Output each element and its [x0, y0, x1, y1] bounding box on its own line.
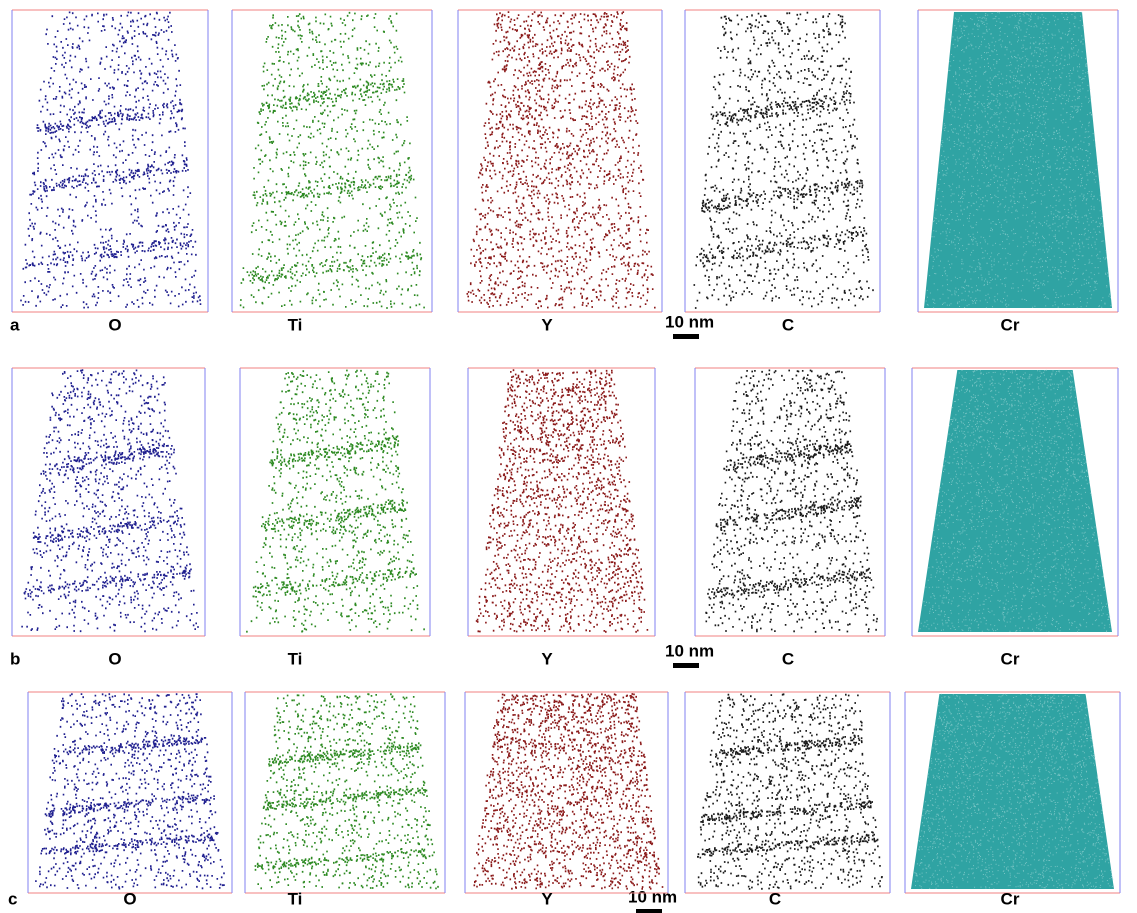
atom-map — [694, 13, 874, 308]
row-label: c — [8, 889, 17, 908]
atom-map — [705, 370, 878, 631]
atom-map — [246, 371, 425, 632]
element-label: Y — [541, 649, 553, 668]
element-label: O — [108, 649, 121, 668]
element-label: C — [769, 889, 781, 908]
atom-map — [474, 694, 664, 889]
reconstruction — [918, 370, 1112, 632]
element-label: O — [123, 889, 136, 908]
scale-bar-label: 10 nm — [665, 312, 714, 331]
atom-map — [240, 13, 425, 308]
scale-bar-label: 10 nm — [628, 887, 677, 906]
row-label: b — [10, 649, 20, 668]
page: {"rows": [ {"label": "a", "panels": ["O"… — [0, 0, 1137, 913]
scale-bar — [636, 909, 662, 913]
atom-map — [35, 694, 225, 889]
element-label: Y — [541, 315, 553, 334]
reconstruction — [911, 694, 1114, 889]
element-label: Ti — [288, 889, 303, 908]
element-label: Cr — [1001, 649, 1020, 668]
element-label: Ti — [288, 649, 303, 668]
element-label: O — [108, 315, 121, 334]
atom-map — [255, 694, 439, 888]
scale-bar — [673, 663, 699, 668]
atom-map — [21, 370, 199, 631]
scale-bar-label: 10 nm — [665, 641, 714, 660]
atom-map — [697, 694, 883, 889]
atom-map — [20, 12, 201, 307]
element-label: C — [782, 649, 794, 668]
figure: a 10 nm O Ti Y C Cr b 10 nm O Ti Y C Cr c 10 nm O Ti Y C Cr — [0, 0, 1137, 913]
element-label: Cr — [1001, 315, 1020, 334]
row-label: a — [10, 315, 20, 334]
atom-map — [476, 370, 648, 632]
element-label: Ti — [288, 315, 303, 334]
element-label: Cr — [1001, 889, 1020, 908]
scale-bar — [673, 334, 699, 339]
element-label: C — [782, 315, 794, 334]
atom-map — [467, 12, 656, 308]
element-label: Y — [541, 889, 553, 908]
